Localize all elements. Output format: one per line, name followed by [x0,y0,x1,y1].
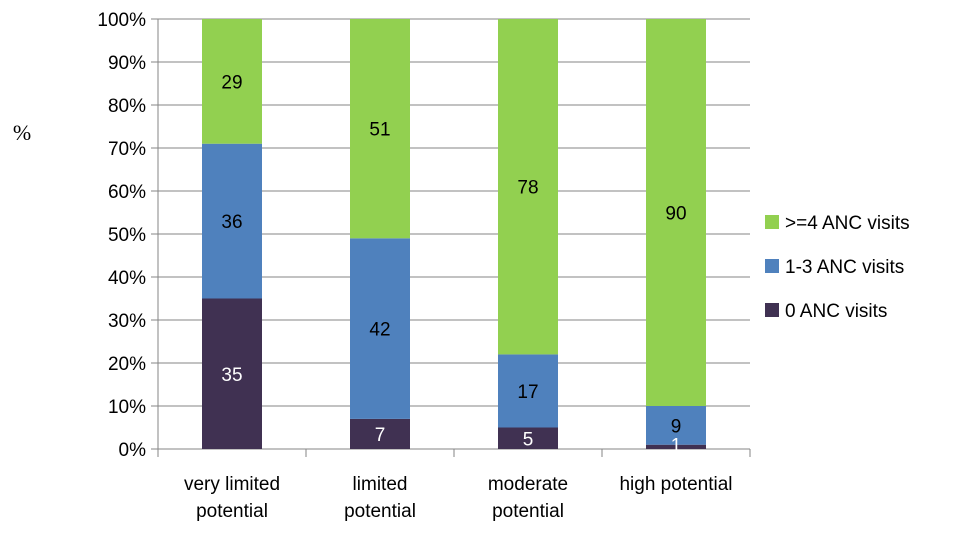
data-label: 36 [221,212,242,233]
bar-segment [350,238,410,419]
y-tick-label: 0% [119,440,147,461]
bar-segment [498,19,558,355]
data-label: 78 [517,178,538,199]
data-label: 29 [221,72,242,93]
data-label: 5 [523,429,534,450]
y-tick-label: 30% [108,311,146,332]
data-label: 51 [369,120,390,141]
data-label: 90 [665,204,686,225]
legend-label: 0 ANC visits [785,301,887,322]
y-tick-label: 60% [108,182,146,203]
data-label: 42 [369,320,390,341]
data-label: 9 [671,416,682,437]
bar-segment [202,298,262,449]
y-tick-label: 10% [108,397,146,418]
bar-segment [350,19,410,239]
data-labels: 35 36 29 7 42 51 5 17 78 19 90 [221,72,686,456]
legend-swatch [765,303,779,317]
legend-swatch [765,215,779,229]
x-category-label: very limited potential [184,474,280,522]
data-label: 35 [221,365,242,386]
y-tick-label: 20% [108,354,146,375]
bar-segment [202,19,262,144]
legend-swatch [765,259,779,273]
legend-label: >=4 ANC visits [785,213,910,234]
bars [202,19,706,449]
y-tick-label: 90% [108,53,146,74]
bar-segment [646,444,706,449]
data-label: 17 [517,382,538,403]
y-tick-label: 40% [108,268,146,289]
y-tick-label: 80% [108,96,146,117]
data-label: 1 [671,436,682,457]
bar-segment [646,19,706,406]
legend: >=4 ANC visits 1-3 ANC visits 0 ANC visits [765,213,910,322]
y-tick-label: 50% [108,225,146,246]
y-tick-label: 100% [97,10,146,31]
bar-segment [350,418,410,449]
data-label: 7 [375,425,386,446]
bar-segment [646,406,706,445]
y-axis-label: % [13,120,31,145]
bar-segment [498,427,558,449]
bar-segment [202,143,262,299]
axes: 0% 10% 20% 30% 40% 50% 60% 70% 80% 90% 100% very li… [97,10,751,522]
bar-segment [498,354,558,428]
y-tick-label: 70% [108,139,146,160]
x-category-label: moderate potential [488,474,568,522]
legend-label: 1-3 ANC visits [785,257,904,278]
x-category-label: limited potential [344,474,416,522]
x-category-label: high potential [619,474,732,495]
